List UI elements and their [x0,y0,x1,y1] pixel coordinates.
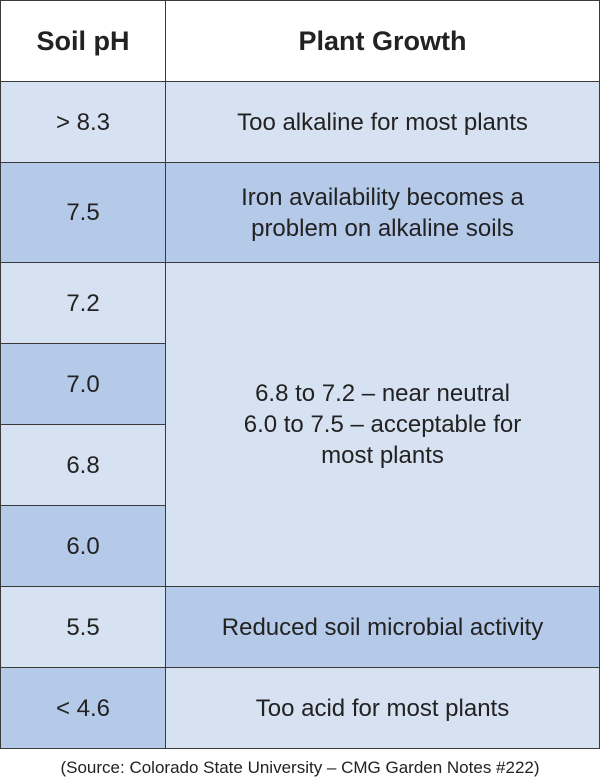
growth-cell: Iron availability becomes a problem on al… [165,162,600,263]
ph-cell: 6.8 [0,424,166,506]
growth-cell: Too alkaline for most plants [165,81,600,163]
growth-text: Too acid for most plants [255,694,510,722]
ph-cell: 7.0 [0,343,166,425]
ph-cell: < 4.6 [0,667,166,749]
ph-cell: > 8.3 [0,81,166,163]
growth-cell: Too acid for most plants [165,667,600,749]
ph-cell: 6.0 [0,505,166,587]
header-cell: Plant Growth [165,0,600,82]
growth-text: problem on alkaline soils [251,214,514,242]
growth-text: 6.0 to 7.5 – acceptable for [243,411,522,438]
growth-text: 6.8 to 7.2 – near neutral [255,380,510,407]
growth-text: most plants [321,442,444,469]
ph-cell: 5.5 [0,586,166,668]
growth-cell: 6.8 to 7.2 – near neutral 6.0 to 7.5 – ac… [165,262,600,587]
header-cell: Soil pH [0,0,166,82]
growth-text: Iron availability becomes a [241,183,524,211]
growth-text: Reduced soil microbial activity [221,613,544,641]
growth-text: Too alkaline for most plants [237,108,528,136]
ph-cell: 7.2 [0,262,166,344]
source-note: (Source: Colorado State University – CMG… [60,758,540,777]
growth-cell: Reduced soil microbial activity [165,586,600,668]
ph-cell: 7.5 [0,162,166,263]
